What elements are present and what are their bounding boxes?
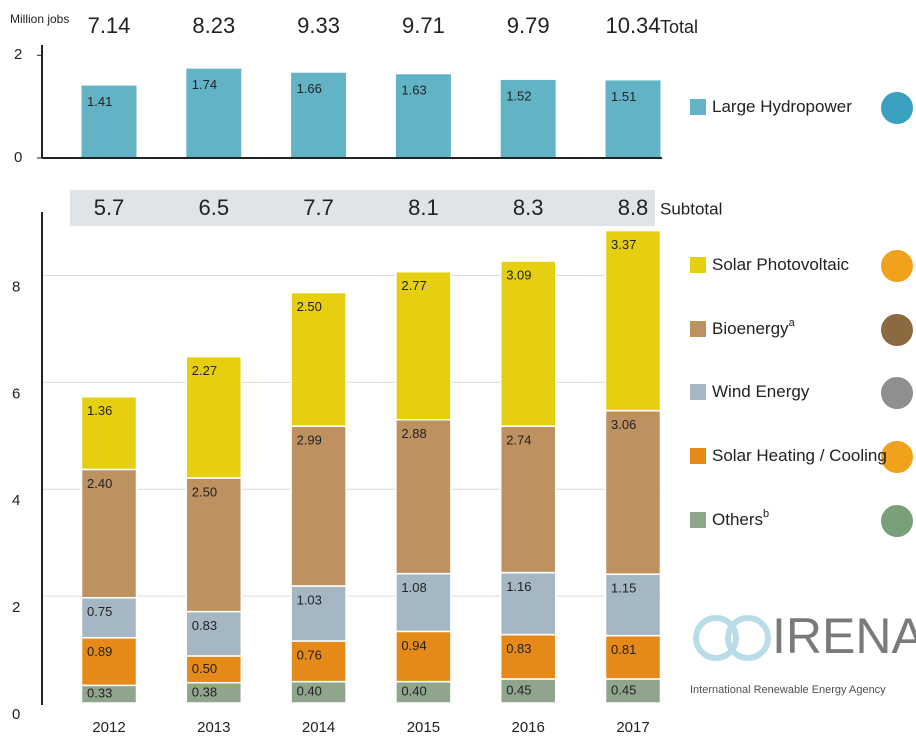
y-tick-label: 4 <box>12 492 20 509</box>
subtotal-caption: Subtotal <box>660 199 722 218</box>
y-tick-label: 8 <box>12 278 20 295</box>
total-caption: Total <box>660 17 698 37</box>
bar-segment <box>396 272 451 420</box>
bar-segment <box>606 411 661 575</box>
value-label: 0.75 <box>87 604 112 619</box>
legend-swatch <box>690 99 706 115</box>
value-label: 1.66 <box>297 81 322 96</box>
value-label: 1.51 <box>611 89 636 104</box>
y-tick-label: 0 <box>12 706 20 723</box>
watermark-title: IRENA <box>772 608 916 664</box>
legend-note: b <box>763 508 769 520</box>
legend-swatch <box>690 384 706 400</box>
value-label: 1.63 <box>401 83 426 98</box>
y-tick-label: 6 <box>12 385 20 402</box>
value-label: 1.36 <box>87 403 112 418</box>
legend-label: Large Hydropower <box>712 97 852 116</box>
subtotal-label: 7.7 <box>303 195 334 220</box>
value-label: 0.76 <box>297 647 322 662</box>
legend-name: Bioenergy <box>712 319 789 338</box>
value-label: 1.16 <box>506 579 531 594</box>
value-label: 0.81 <box>611 642 636 657</box>
value-label: 0.33 <box>87 686 112 701</box>
value-label: 0.89 <box>87 644 112 659</box>
legend-label: Wind Energy <box>712 382 810 401</box>
x-tick-label: 2016 <box>512 719 545 736</box>
total-label: 9.33 <box>297 13 340 38</box>
value-label: 0.94 <box>401 638 426 653</box>
legend-name: Solar Heating / Cooling <box>712 446 887 465</box>
y-tick-label: 2 <box>14 46 22 63</box>
value-label: 0.83 <box>506 641 531 656</box>
value-label: 2.50 <box>297 299 322 314</box>
total-label: 7.14 <box>88 13 131 38</box>
value-label: 0.45 <box>506 682 531 697</box>
value-label: 1.52 <box>506 88 531 103</box>
legend-swatch <box>690 321 706 337</box>
subtotal-label: 5.7 <box>94 195 125 220</box>
value-label: 0.45 <box>611 682 636 697</box>
legend-label: Othersb <box>712 508 769 530</box>
value-label: 0.83 <box>192 618 217 633</box>
subtotal-label: 8.3 <box>513 195 544 220</box>
x-tick-label: 2012 <box>92 719 125 736</box>
value-label: 2.99 <box>297 433 322 448</box>
legend-name: Large Hydropower <box>712 97 852 116</box>
watermark-subtitle: International Renewable Energy Agency <box>690 684 886 696</box>
y-tick-label: 2 <box>12 599 20 616</box>
legend-icons <box>880 91 914 538</box>
legend-name: Solar Photovoltaic <box>712 255 850 274</box>
value-label: 2.88 <box>401 426 426 441</box>
subtotal-label: 8.8 <box>618 195 649 220</box>
x-tick-label: 2013 <box>197 719 230 736</box>
value-label: 2.40 <box>87 476 112 491</box>
chart: Million jobs 0 2 1.41 1.74 1.66 1.63 1.52 1.51 La… <box>0 0 916 740</box>
total-label: 8.23 <box>192 13 235 38</box>
value-label: 2.50 <box>192 484 217 499</box>
value-label: 0.40 <box>297 684 322 699</box>
value-label: 1.41 <box>87 94 112 109</box>
value-label: 2.77 <box>401 278 426 293</box>
bar-segment <box>501 426 556 572</box>
value-label: 3.37 <box>611 237 636 252</box>
value-label: 3.06 <box>611 417 636 432</box>
value-label: 3.09 <box>506 267 531 282</box>
x-tick-label: 2014 <box>302 719 335 736</box>
subtotal-label: 8.1 <box>408 195 439 220</box>
total-label: 10.34 <box>605 13 660 38</box>
value-label: 0.40 <box>401 684 426 699</box>
bar-segment <box>396 420 451 574</box>
subtotal-band <box>70 190 655 226</box>
legend-label: Solar Photovoltaic <box>712 255 850 274</box>
legend-swatch <box>690 512 706 528</box>
legend-label: Solar Heating / Cooling <box>712 446 887 465</box>
subtotal-label: 6.5 <box>199 195 230 220</box>
value-label: 2.74 <box>506 433 531 448</box>
y-tick-label: 0 <box>14 149 22 166</box>
total-label: 9.79 <box>507 13 550 38</box>
value-label: 2.27 <box>192 363 217 378</box>
x-tick-label: 2015 <box>407 719 440 736</box>
bar-segment <box>606 231 661 411</box>
value-label: 1.74 <box>192 77 217 92</box>
bar-segment <box>291 426 346 586</box>
logo <box>696 618 768 658</box>
value-label: 0.50 <box>192 661 217 676</box>
bar-segment <box>501 261 556 426</box>
legend-swatch <box>690 257 706 273</box>
y-axis-label: Million jobs <box>10 12 69 26</box>
legend-swatch <box>690 448 706 464</box>
value-label: 1.03 <box>297 592 322 607</box>
total-label: 9.71 <box>402 13 445 38</box>
legend-name: Others <box>712 510 763 529</box>
value-label: 1.08 <box>401 580 426 595</box>
legend-name: Wind Energy <box>712 382 810 401</box>
value-label: 0.38 <box>192 684 217 699</box>
value-label: 1.15 <box>611 581 636 596</box>
legend-note: a <box>789 317 796 329</box>
x-tick-label: 2017 <box>616 719 649 736</box>
legend-label: Bioenergya <box>712 317 796 339</box>
